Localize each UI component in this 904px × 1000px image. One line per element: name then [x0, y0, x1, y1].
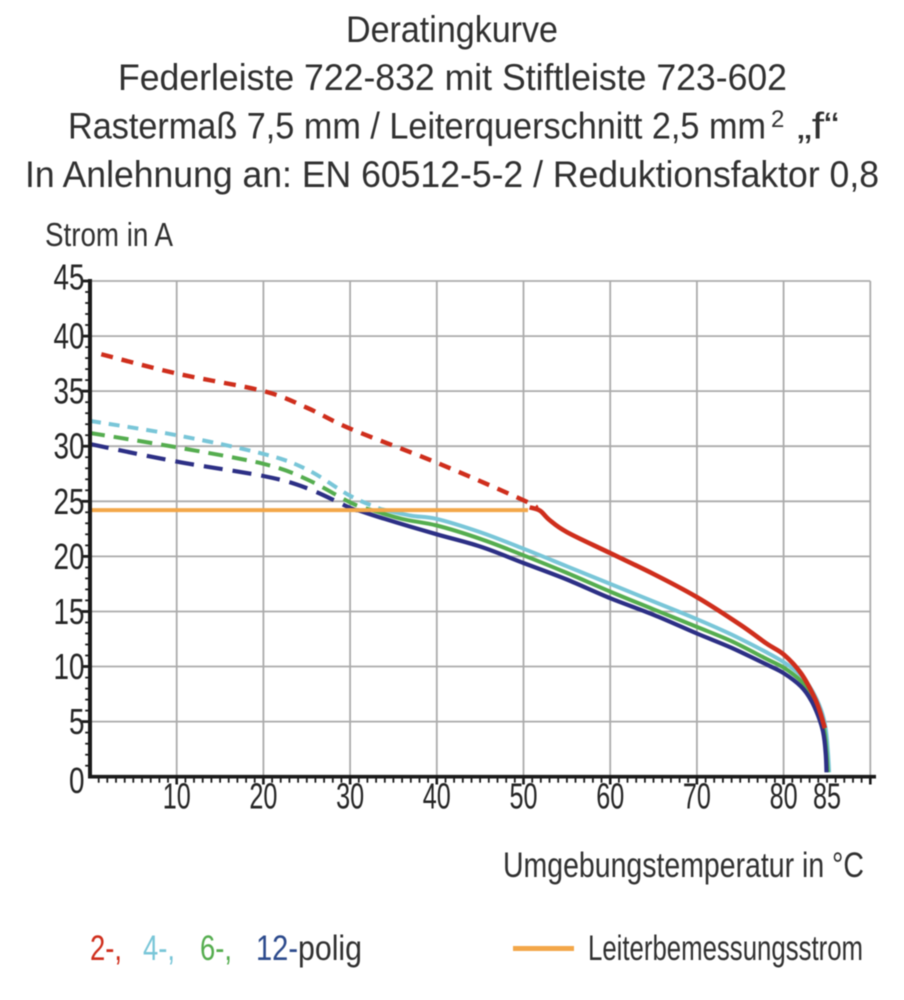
svg-text:15: 15	[54, 591, 85, 632]
svg-text:30: 30	[54, 426, 85, 467]
svg-text:10: 10	[54, 646, 85, 687]
svg-text:45: 45	[54, 256, 85, 297]
svg-text:60: 60	[596, 776, 624, 817]
svg-text:85: 85	[813, 776, 841, 817]
svg-text:0: 0	[69, 760, 85, 801]
svg-text:Deratingkurve: Deratingkurve	[346, 9, 558, 50]
svg-text:12-: 12-	[256, 929, 298, 968]
svg-text:Leiterbemessungsstrom: Leiterbemessungsstrom	[588, 929, 863, 968]
svg-text:70: 70	[683, 776, 711, 817]
svg-text:Strom in A: Strom in A	[45, 216, 173, 253]
svg-text:20: 20	[54, 536, 85, 577]
svg-text:4-,: 4-,	[143, 929, 175, 968]
svg-text:Rastermaß 7,5 mm / Leiterquers: Rastermaß 7,5 mm / Leiterquerschnitt 2,5…	[68, 106, 766, 147]
svg-text:2-,: 2-,	[90, 929, 122, 968]
svg-text:10: 10	[163, 776, 191, 817]
svg-text:2: 2	[771, 106, 784, 133]
svg-text:6-,: 6-,	[200, 929, 232, 968]
svg-text:5: 5	[69, 701, 85, 742]
svg-text:Federleiste 722-832 mit Stiftl: Federleiste 722-832 mit Stiftleiste 723-…	[118, 57, 787, 98]
svg-text:30: 30	[336, 776, 364, 817]
svg-text:In Anlehnung an: EN 60512-5-2: In Anlehnung an: EN 60512-5-2 / Reduktio…	[25, 154, 879, 195]
svg-text:35: 35	[54, 371, 85, 412]
svg-text:40: 40	[423, 776, 451, 817]
svg-text:50: 50	[510, 776, 538, 817]
svg-text:25: 25	[54, 481, 85, 522]
svg-text:40: 40	[54, 316, 85, 357]
svg-text:Umgebungstemperatur in °C: Umgebungstemperatur in °C	[503, 846, 864, 885]
svg-text:polig: polig	[298, 929, 362, 968]
svg-text:20: 20	[249, 776, 277, 817]
svg-text:„f“: „f“	[797, 106, 839, 147]
svg-text:80: 80	[770, 776, 798, 817]
